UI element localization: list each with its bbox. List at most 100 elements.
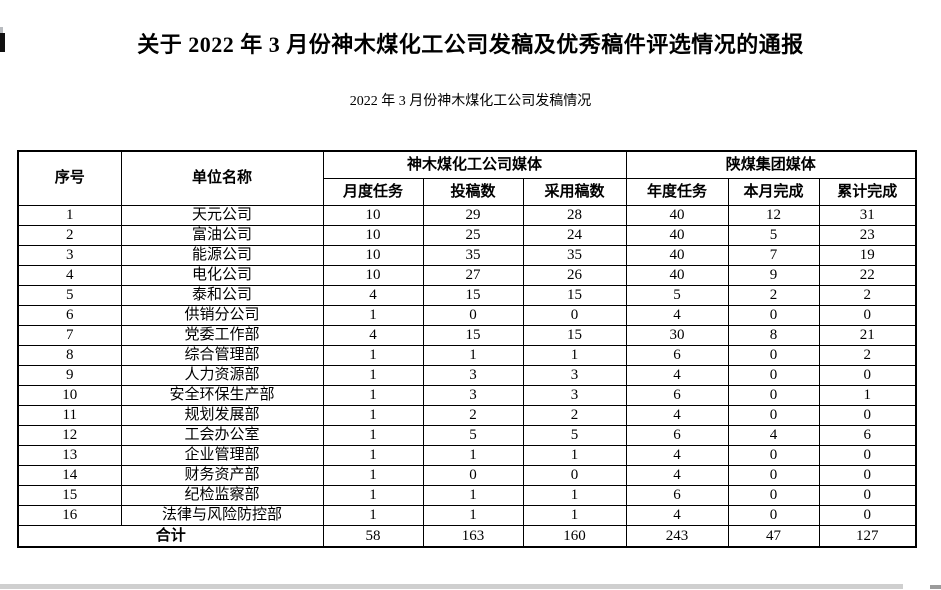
total-value: 160 <box>522 525 627 548</box>
cell-value: 1 <box>522 445 627 466</box>
cell-value: 1 <box>522 345 627 366</box>
cell-number: 4 <box>17 265 122 286</box>
cell-unit-name: 企业管理部 <box>120 445 324 466</box>
screen-artifact-bottom-strip <box>0 584 903 589</box>
cell-value: 0 <box>522 465 627 486</box>
cell-value: 25 <box>422 225 524 246</box>
cell-number: 8 <box>17 345 122 366</box>
cell-unit-name: 天元公司 <box>120 205 324 226</box>
cell-value: 1 <box>322 305 424 326</box>
cell-value: 0 <box>727 365 820 386</box>
cell-value: 8 <box>727 325 820 346</box>
cell-value: 2 <box>818 345 917 366</box>
cell-value: 0 <box>818 405 917 426</box>
cell-unit-name: 规划发展部 <box>120 405 324 426</box>
cell-unit-name: 综合管理部 <box>120 345 324 366</box>
cell-value: 0 <box>727 385 820 406</box>
cell-value: 0 <box>727 485 820 506</box>
screen-artifact-bottom-right <box>930 585 941 589</box>
cell-value: 0 <box>727 405 820 426</box>
table-row: 6 供销分公司 1 0 0 4 0 0 <box>17 305 917 326</box>
table-header: 序号 单位名称 神木煤化工公司媒体 陕煤集团媒体 月度任务 投稿数 采用稿数 年… <box>17 150 917 206</box>
cell-value: 0 <box>422 305 524 326</box>
header-col-adopted: 采用稿数 <box>522 178 627 206</box>
cell-value: 2 <box>422 405 524 426</box>
cell-value: 3 <box>522 365 627 386</box>
cell-value: 15 <box>422 285 524 306</box>
cell-value: 3 <box>522 385 627 406</box>
cell-value: 6 <box>625 425 729 446</box>
cell-value: 10 <box>322 225 424 246</box>
cell-unit-name: 供销分公司 <box>120 305 324 326</box>
cell-value: 1 <box>322 445 424 466</box>
table-total-row: 合计 58 163 160 243 47 127 <box>17 525 917 548</box>
cell-value: 1 <box>818 385 917 406</box>
cell-value: 35 <box>522 245 627 266</box>
cell-value: 21 <box>818 325 917 346</box>
cell-unit-name: 党委工作部 <box>120 325 324 346</box>
cell-value: 2 <box>522 405 627 426</box>
cell-value: 10 <box>322 205 424 226</box>
cell-value: 35 <box>422 245 524 266</box>
cell-unit-name: 安全环保生产部 <box>120 385 324 406</box>
cell-value: 1 <box>422 485 524 506</box>
total-value: 163 <box>422 525 524 548</box>
cell-value: 4 <box>322 285 424 306</box>
total-value: 47 <box>727 525 820 548</box>
cell-value: 5 <box>522 425 627 446</box>
table-row: 13 企业管理部 1 1 1 4 0 0 <box>17 445 917 466</box>
cell-value: 4 <box>625 505 729 526</box>
cell-value: 4 <box>727 425 820 446</box>
cell-unit-name: 纪检监察部 <box>120 485 324 506</box>
cell-value: 0 <box>818 485 917 506</box>
header-col-monthly-task: 月度任务 <box>322 178 424 206</box>
cell-unit-name: 能源公司 <box>120 245 324 266</box>
cell-value: 6 <box>625 345 729 366</box>
page-subtitle: 2022 年 3 月份神木煤化工公司发稿情况 <box>349 94 592 109</box>
cell-value: 23 <box>818 225 917 246</box>
cell-value: 1 <box>522 485 627 506</box>
cell-value: 0 <box>818 505 917 526</box>
screen-artifact-topleft-gray <box>0 27 3 33</box>
header-col-submissions: 投稿数 <box>422 178 524 206</box>
cell-value: 6 <box>625 385 729 406</box>
cell-unit-name: 人力资源部 <box>120 365 324 386</box>
cell-number: 6 <box>17 305 122 326</box>
total-value: 58 <box>322 525 424 548</box>
cell-value: 4 <box>322 325 424 346</box>
cell-value: 0 <box>727 305 820 326</box>
table-row: 1 天元公司 10 29 28 40 12 31 <box>17 205 917 226</box>
cell-unit-name: 富油公司 <box>120 225 324 246</box>
cell-number: 1 <box>17 205 122 226</box>
cell-number: 3 <box>17 245 122 266</box>
cell-value: 0 <box>727 445 820 466</box>
table-body: 1 天元公司 10 29 28 40 12 31 2 富油公司 10 25 24… <box>17 205 917 548</box>
table-row: 8 综合管理部 1 1 1 6 0 2 <box>17 345 917 366</box>
cell-value: 1 <box>422 505 524 526</box>
table-row: 14 财务资产部 1 0 0 4 0 0 <box>17 465 917 486</box>
cell-unit-name: 工会办公室 <box>120 425 324 446</box>
cell-value: 1 <box>322 365 424 386</box>
total-label: 合计 <box>17 525 324 548</box>
cell-value: 40 <box>625 265 729 286</box>
cell-value: 1 <box>322 465 424 486</box>
header-group-shenmu-media: 神木煤化工公司媒体 <box>322 150 627 179</box>
cell-value: 10 <box>322 245 424 266</box>
cell-value: 28 <box>522 205 627 226</box>
table-row: 3 能源公司 10 35 35 40 7 19 <box>17 245 917 266</box>
cell-number: 12 <box>17 425 122 446</box>
cell-value: 4 <box>625 305 729 326</box>
cell-number: 9 <box>17 365 122 386</box>
cell-value: 40 <box>625 245 729 266</box>
page-title: 关于 2022 年 3 月份神木煤化工公司发稿及优秀稿件评选情况的通报 <box>137 32 804 57</box>
table-row: 11 规划发展部 1 2 2 4 0 0 <box>17 405 917 426</box>
cell-number: 11 <box>17 405 122 426</box>
header-group-shaanxi-coal-media: 陕煤集团媒体 <box>625 150 917 179</box>
cell-value: 2 <box>818 285 917 306</box>
header-col-annual-task: 年度任务 <box>625 178 729 206</box>
cell-value: 9 <box>727 265 820 286</box>
table-row: 2 富油公司 10 25 24 40 5 23 <box>17 225 917 246</box>
cell-value: 10 <box>322 265 424 286</box>
cell-value: 5 <box>422 425 524 446</box>
cell-value: 1 <box>322 485 424 506</box>
